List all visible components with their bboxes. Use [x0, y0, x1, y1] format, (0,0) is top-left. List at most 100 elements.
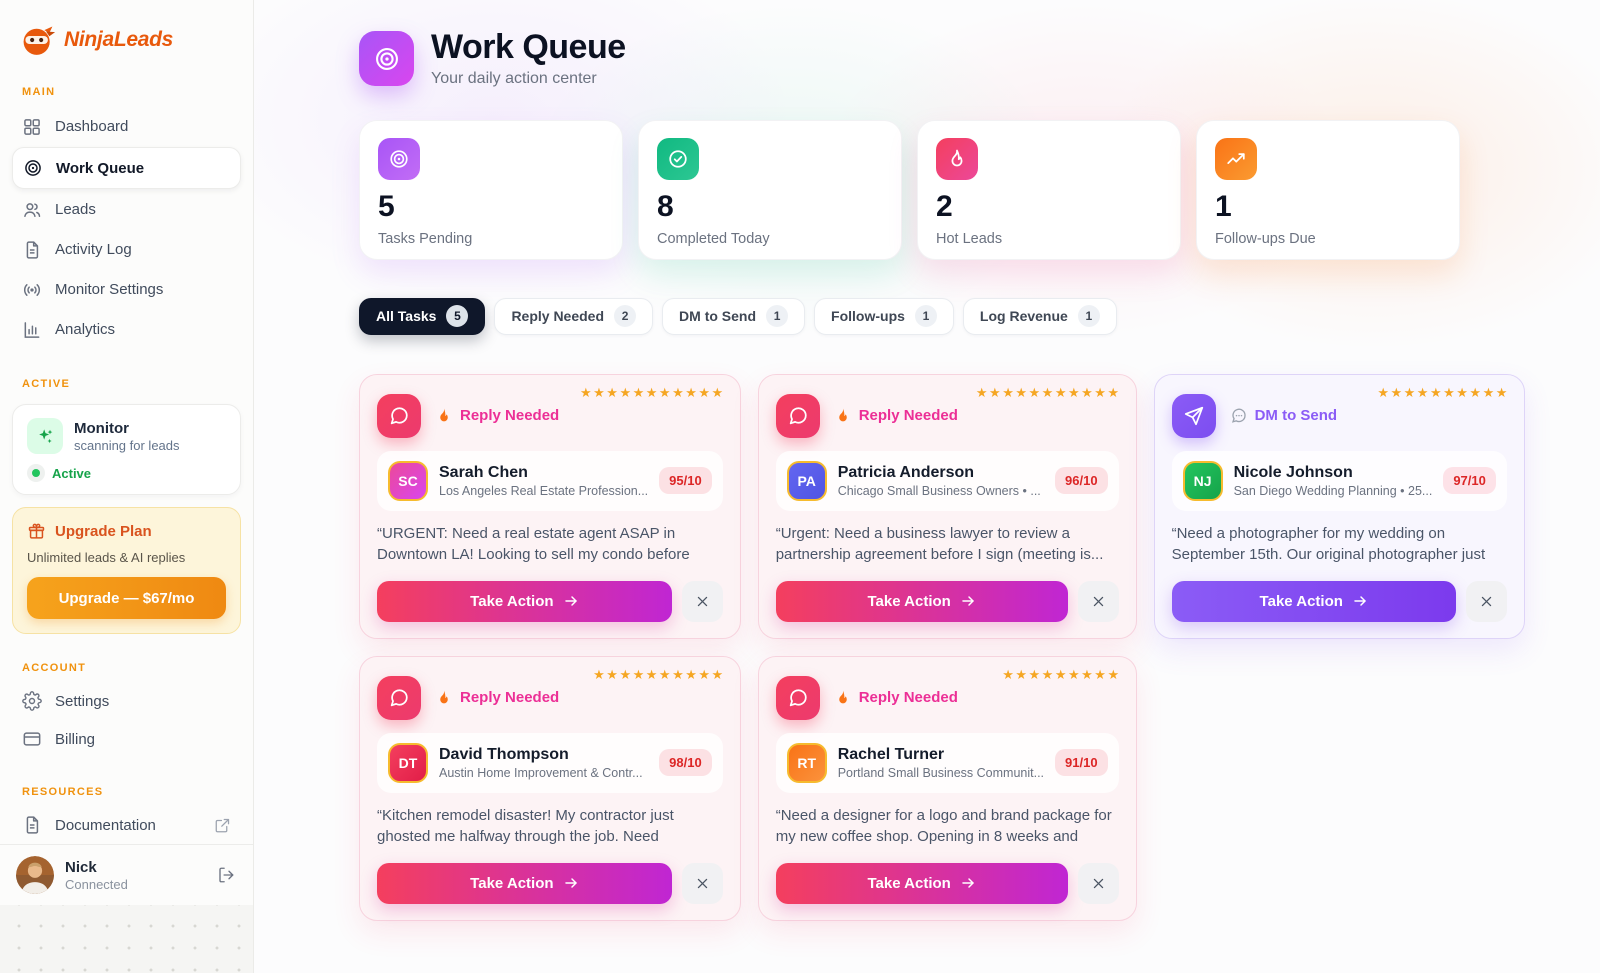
- arrow-right-icon: [563, 875, 579, 891]
- filter-count-badge: 2: [614, 305, 637, 328]
- status-text: Active: [52, 465, 92, 481]
- speech-bubble-icon: [1230, 407, 1248, 425]
- filter-follow-ups[interactable]: Follow-ups 1: [814, 297, 954, 335]
- lead-quote: “Kitchen remodel disaster! My contractor…: [377, 806, 674, 846]
- target-icon: [23, 158, 43, 178]
- dismiss-button[interactable]: [1465, 580, 1507, 622]
- avatar: RT: [786, 742, 827, 783]
- take-action-button[interactable]: Take Action: [775, 580, 1068, 622]
- take-action-label: Take Action: [1259, 592, 1343, 610]
- dismiss-button[interactable]: [681, 862, 723, 904]
- sidebar-item-settings[interactable]: Settings: [12, 683, 241, 719]
- avatar: PA: [786, 460, 827, 501]
- avatar: DT: [388, 742, 428, 783]
- section-label-account: ACCOUNT: [22, 662, 87, 674]
- trend-up-icon: [1215, 137, 1257, 180]
- paper-plane-icon: [1171, 393, 1216, 438]
- take-action-button[interactable]: Take Action: [1171, 580, 1456, 622]
- arrow-right-icon: [563, 593, 579, 609]
- document-icon: [22, 240, 42, 260]
- status-dot-icon: [27, 464, 45, 482]
- sidebar-item-work-queue[interactable]: Work Queue: [12, 147, 241, 189]
- filter-all-tasks[interactable]: All Tasks 5: [359, 297, 486, 335]
- filter-reply-needed[interactable]: Reply Needed 2: [494, 297, 654, 335]
- bar-chart-icon: [22, 320, 42, 340]
- user-account-row[interactable]: Nick Connected: [0, 844, 253, 905]
- lead-name: David Thompson: [439, 745, 569, 763]
- stats-row: 5 Tasks Pending 8 Completed Today 2 Hot …: [359, 119, 1460, 260]
- close-icon: [1479, 594, 1494, 609]
- sidebar-item-monitor-settings[interactable]: Monitor Settings: [12, 270, 241, 309]
- logout-icon[interactable]: [217, 866, 235, 884]
- take-action-label: Take Action: [867, 592, 951, 610]
- sidebar-item-label: Dashboard: [55, 118, 129, 135]
- sidebar-item-documentation[interactable]: Documentation: [12, 807, 241, 843]
- filter-label: Follow-ups: [831, 308, 905, 325]
- sidebar-item-label: Settings: [55, 692, 110, 710]
- sidebar-item-label: Monitor Settings: [55, 281, 164, 298]
- take-action-button[interactable]: Take Action: [377, 580, 672, 622]
- avatar: NJ: [1182, 460, 1223, 501]
- filter-count-badge: 1: [1077, 305, 1100, 328]
- external-link-icon: [214, 817, 231, 834]
- chat-bubble-icon: [775, 393, 820, 438]
- target-icon: [378, 137, 420, 180]
- stars-decoration: ★★★★★★★★★★: [593, 667, 725, 683]
- stars-decoration: ★★★★★★★★★: [1002, 667, 1121, 683]
- brand-name: NinjaLeads: [64, 28, 174, 51]
- dashboard-grid-icon: [22, 117, 42, 137]
- filter-dm-to-send[interactable]: DM to Send 1: [662, 297, 806, 335]
- section-label-main: MAIN: [22, 86, 56, 98]
- dotted-texture: [0, 905, 253, 973]
- credit-card-icon: [22, 729, 42, 749]
- stat-value: 1: [1215, 189, 1232, 223]
- sidebar-item-label: Documentation: [55, 816, 156, 834]
- task-card-sarah-chen: ★★★★★★★★★★★ Reply Needed SC Sarah Chen L…: [359, 373, 741, 639]
- sidebar-item-activity-log[interactable]: Activity Log: [12, 230, 241, 269]
- sidebar-item-billing[interactable]: Billing: [12, 721, 241, 757]
- gear-icon: [22, 691, 42, 711]
- stars-decoration: ★★★★★★★★★★: [1377, 385, 1509, 401]
- upgrade-plan-card: Upgrade Plan Unlimited leads & AI replie…: [12, 507, 241, 634]
- task-card-rachel-turner: ★★★★★★★★★ Reply Needed RT Rachel Turner …: [757, 655, 1137, 921]
- task-card-david-thompson: ★★★★★★★★★★ Reply Needed DT David Thompso…: [359, 655, 741, 921]
- lead-quote: “URGENT: Need a real estate agent ASAP i…: [377, 524, 690, 564]
- fire-icon: [435, 689, 453, 707]
- filter-count-badge: 1: [766, 305, 789, 328]
- dismiss-button[interactable]: [1077, 862, 1119, 904]
- stat-card-hot-leads: 2 Hot Leads: [917, 119, 1181, 260]
- flame-icon: [936, 137, 978, 180]
- filter-log-revenue[interactable]: Log Revenue 1: [962, 297, 1117, 335]
- lead-source: Portland Small Business Communit...: [837, 765, 1045, 780]
- lead-name: Sarah Chen: [439, 463, 528, 481]
- stat-card-completed-today: 8 Completed Today: [638, 119, 902, 260]
- arrow-right-icon: [960, 875, 976, 891]
- dismiss-button[interactable]: [1077, 580, 1119, 622]
- upgrade-button[interactable]: Upgrade — $67/mo: [27, 577, 226, 619]
- filter-label: DM to Send: [679, 308, 757, 325]
- take-action-button[interactable]: Take Action: [377, 862, 672, 904]
- user-name: Nick: [65, 858, 97, 876]
- lead-name: Nicole Johnson: [1233, 463, 1353, 481]
- sidebar-item-leads[interactable]: Leads: [12, 190, 241, 229]
- upgrade-subtitle: Unlimited leads & AI replies: [27, 550, 186, 565]
- lead-source: Austin Home Improvement & Contr...: [439, 765, 643, 780]
- stat-label: Hot Leads: [936, 230, 1003, 247]
- dismiss-button[interactable]: [681, 580, 723, 622]
- take-action-button[interactable]: Take Action: [775, 862, 1068, 904]
- lead-name: Rachel Turner: [837, 745, 945, 763]
- user-avatar: [16, 856, 54, 894]
- sidebar-item-label: Billing: [55, 730, 96, 748]
- main-nav: Dashboard Work Queue Leads Activity Log …: [0, 106, 253, 350]
- monitor-title: Monitor: [74, 419, 129, 437]
- check-circle-icon: [657, 137, 699, 180]
- ninja-logo-icon: [20, 22, 56, 58]
- sidebar-item-dashboard[interactable]: Dashboard: [12, 107, 241, 146]
- upgrade-title: Upgrade Plan: [55, 523, 152, 540]
- close-icon: [695, 594, 710, 609]
- lead-source: Chicago Small Business Owners • ...: [837, 483, 1041, 498]
- fire-icon: [435, 407, 453, 425]
- task-type-label: Reply Needed: [460, 689, 560, 707]
- stat-label: Tasks Pending: [378, 230, 473, 247]
- sidebar-item-analytics[interactable]: Analytics: [12, 310, 241, 349]
